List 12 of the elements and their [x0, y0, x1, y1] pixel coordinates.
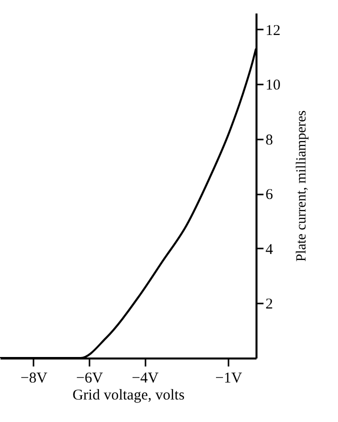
x-tick-label: −1V	[215, 370, 242, 386]
x-tick-label: −4V	[132, 370, 159, 386]
y-tick-label: 8	[266, 132, 273, 148]
x-tick-label: −6V	[76, 370, 104, 386]
y-tick-label: 12	[266, 22, 280, 39]
y-tick-label: 2	[266, 296, 273, 313]
x-tick-label: −8V	[20, 370, 48, 386]
x-axis-title: Grid voltage, volts	[72, 388, 185, 404]
y-tick-label: 6	[266, 187, 274, 204]
y-axis-title: Plate current, milliamperes	[294, 110, 310, 262]
y-tick-label: 4	[266, 242, 274, 258]
y-tick-label: 10	[266, 78, 280, 94]
